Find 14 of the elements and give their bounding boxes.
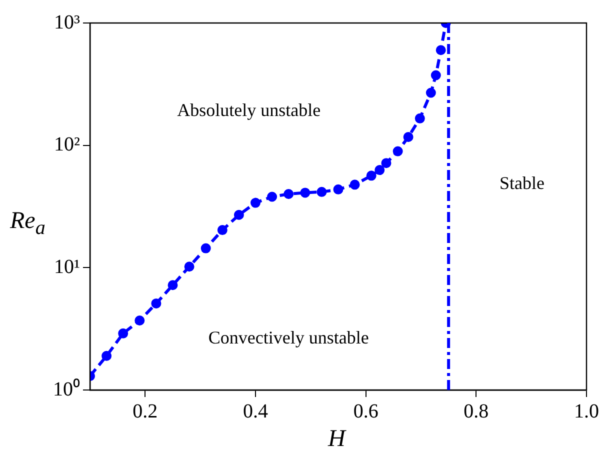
x-tick-label: 0.4 xyxy=(243,400,268,422)
x-tick-label: 0.8 xyxy=(464,400,489,422)
y-tick-label: 10⁰ xyxy=(53,377,80,400)
x-tick-label: 0.2 xyxy=(132,400,158,422)
y-tick-label: 10¹ xyxy=(54,256,80,278)
annotation: Convectively unstable xyxy=(208,327,369,348)
x-tick-label: 1.0 xyxy=(574,400,599,422)
y-axis-title: Re$_{a}$ xyxy=(10,208,46,240)
x-axis-title: H xyxy=(328,426,346,453)
x-tick-label: 0.6 xyxy=(353,400,378,422)
y-tick-label: 10² xyxy=(54,134,80,156)
y-tick-label: 10³ xyxy=(54,11,80,34)
annotation: Stable xyxy=(499,173,544,194)
annotation: Absolutely unstable xyxy=(177,100,321,120)
